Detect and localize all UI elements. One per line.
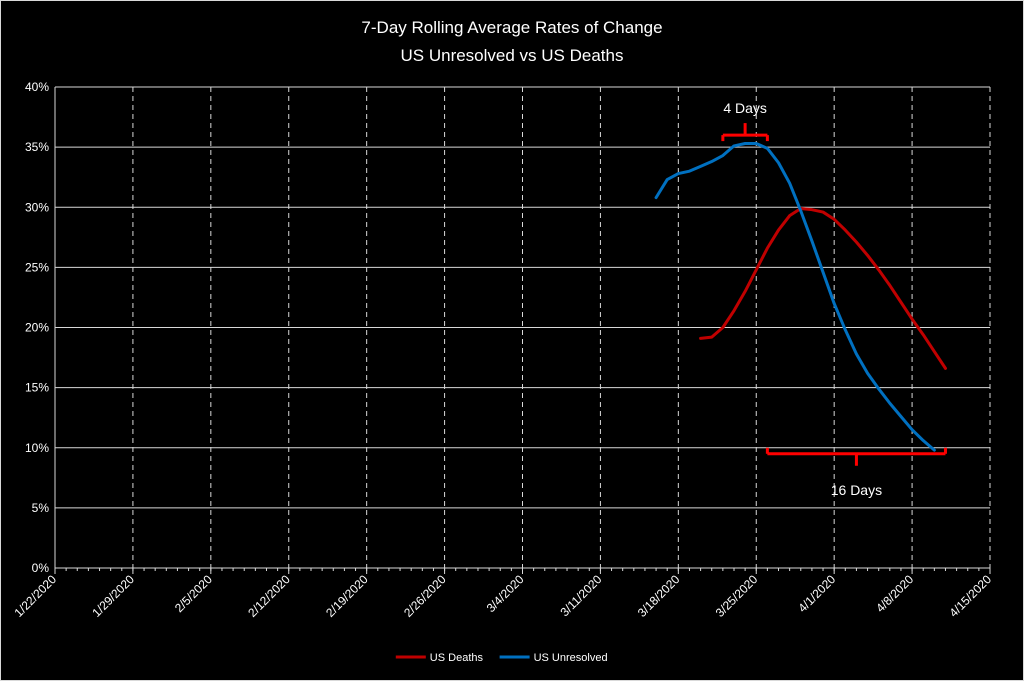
y-tick-label: 20% [25, 321, 49, 335]
axes [54, 87, 991, 574]
series-line-us-unresolved [654, 142, 936, 452]
x-tick-label: 3/4/2020 [484, 572, 527, 615]
legend-item: US Unresolved [499, 652, 608, 664]
x-tick-label: 1/29/2020 [89, 572, 137, 620]
y-tick-label: 0% [32, 561, 50, 575]
x-tick-label: 3/25/2020 [713, 572, 761, 620]
chart-title-line-1: 7-Day Rolling Average Rates of Change [361, 18, 662, 37]
annotation-label: 16 Days [831, 482, 882, 498]
series-line-us-deaths [699, 206, 947, 370]
legend-label: US Unresolved [534, 652, 608, 664]
y-tick-label: 25% [25, 260, 49, 274]
y-tick-label: 30% [25, 200, 49, 214]
y-tick-label: 10% [25, 441, 49, 455]
x-tick-label: 4/8/2020 [873, 572, 916, 615]
x-tick-label: 4/1/2020 [795, 572, 838, 615]
x-tick-label: 2/12/2020 [245, 572, 293, 620]
series-lines [654, 142, 947, 452]
x-tick-label: 4/15/2020 [946, 572, 994, 620]
annotations: 4 Days 16 Days [721, 100, 947, 498]
y-tick-label: 40% [25, 80, 49, 94]
chart-title-line-2: US Unresolved vs US Deaths [401, 46, 624, 65]
annotation-bracket: 16 Days [765, 447, 947, 498]
vertical-gridlines [132, 87, 991, 568]
x-tick-label: 3/11/2020 [558, 572, 605, 619]
y-tick-label: 35% [25, 140, 49, 154]
y-tick-label: 5% [32, 501, 50, 515]
x-tick-label: 3/18/2020 [635, 572, 683, 620]
legend-item: US Deaths [395, 652, 484, 664]
annotation-bracket: 4 Days [721, 100, 769, 142]
x-tick-label: 2/5/2020 [172, 572, 215, 615]
y-tick-label: 15% [25, 381, 49, 395]
y-tick-labels: 0% 5% 10% 15% 20% 25% 30% 35% 40% [25, 80, 49, 575]
annotation-label: 4 Days [723, 100, 767, 116]
x-tick-label: 2/19/2020 [323, 572, 371, 620]
legend: US Deaths US Unresolved [395, 652, 608, 664]
x-tick-labels: 1/22/2020 1/29/2020 2/5/2020 2/12/2020 2/19/… [11, 572, 994, 620]
legend-label: US Deaths [430, 652, 484, 664]
x-tick-label: 1/22/2020 [11, 572, 59, 620]
x-tick-label: 2/26/2020 [401, 572, 449, 620]
